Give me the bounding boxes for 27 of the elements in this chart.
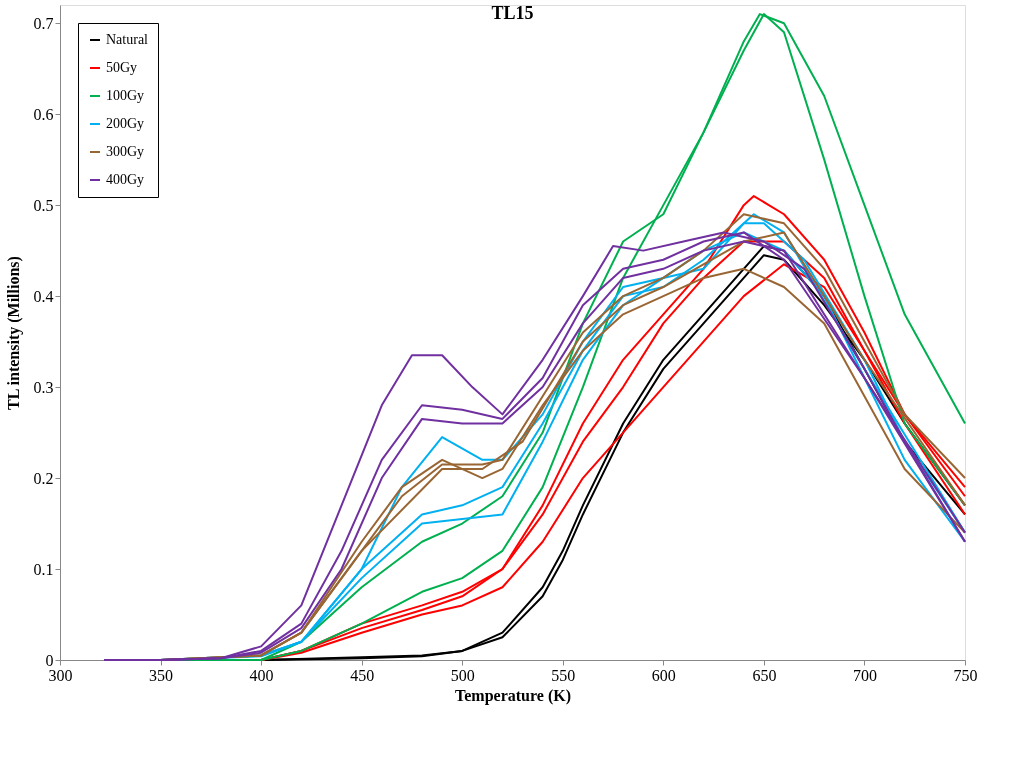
x-tick-label: 650: [752, 666, 777, 684]
legend-label: 300Gy: [106, 144, 145, 159]
y-tick-label: 0.3: [33, 378, 54, 396]
x-tick-label: 400: [249, 666, 274, 684]
y-tick-label: 0.2: [33, 469, 54, 487]
y-tick-label: 0.6: [33, 105, 54, 123]
x-tick-label: 500: [450, 666, 475, 684]
x-tick-label: 350: [149, 666, 174, 684]
y-tick-label: 0: [45, 651, 54, 669]
x-axis-title: Temperature (K): [455, 686, 571, 705]
chart-title: TL15: [491, 3, 534, 23]
x-tick-label: 550: [551, 666, 576, 684]
x-tick-label: 450: [350, 666, 375, 684]
legend-label: 400Gy: [106, 172, 145, 187]
legend-label: 50Gy: [106, 60, 138, 75]
y-tick-label: 0.5: [33, 196, 54, 214]
y-tick-label: 0.4: [33, 287, 54, 305]
y-tick-label: 0.1: [33, 560, 54, 578]
y-axis-title: TL intensity (Millions): [4, 256, 23, 410]
legend-label: Natural: [106, 32, 149, 47]
legend-label: 200Gy: [106, 116, 145, 131]
x-tick-label: 700: [852, 666, 877, 684]
x-tick-label: 300: [48, 666, 73, 684]
x-tick-label: 600: [651, 666, 676, 684]
y-tick-label: 0.7: [33, 14, 54, 32]
legend-label: 100Gy: [106, 88, 145, 103]
x-tick-label: 750: [953, 666, 978, 684]
